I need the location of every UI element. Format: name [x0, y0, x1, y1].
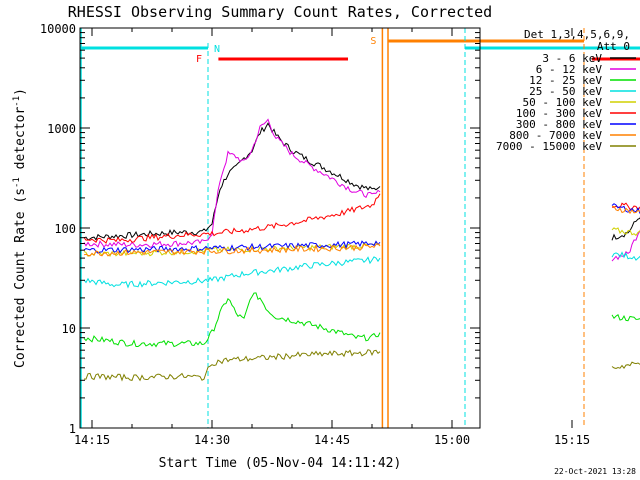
- legend-entry: 3 - 6 keV: [542, 52, 602, 65]
- series-5: [83, 193, 640, 244]
- legend-entry: 25 - 50 keV: [529, 85, 602, 98]
- generation-timestamp: 22-Oct-2021 13:28: [554, 467, 636, 476]
- series-line: [83, 349, 381, 382]
- legend-entry: 12 - 25 keV: [529, 74, 602, 87]
- series-3: [83, 251, 640, 289]
- y-tick-label: 100: [54, 222, 76, 236]
- series-6: [83, 203, 640, 254]
- plot-frame: [79, 27, 481, 429]
- series-4: [83, 227, 640, 258]
- legend-entry: 7000 - 15000 keV: [496, 140, 602, 153]
- x-tick-label: 14:30: [194, 433, 230, 447]
- x-axis-label: Start Time (05-Nov-04 14:11:42): [159, 456, 402, 471]
- series-7: [83, 205, 640, 257]
- legend-entry: 100 - 300 keV: [516, 107, 602, 120]
- annotation-f-label: F: [196, 54, 202, 65]
- series-1: [83, 118, 640, 262]
- series-line: [83, 241, 381, 258]
- series-0: [83, 122, 640, 241]
- y-tick-label: 10000: [40, 22, 76, 36]
- series-line: [83, 240, 381, 254]
- series-line: [83, 256, 381, 289]
- annotation-s-label: S: [370, 36, 376, 47]
- axis-layer: 14:1514:3014:4515:0015:1515:3015:4511010…: [40, 22, 590, 447]
- series-8: [83, 349, 640, 382]
- y-tick-label: 1: [69, 422, 76, 436]
- y-axis-label: Corrected Count Rate (s-1 detector-1): [12, 88, 28, 368]
- series-line: [83, 122, 381, 241]
- annotation-n-label: N: [214, 44, 220, 55]
- series-line: [611, 361, 640, 370]
- series-line: [83, 243, 381, 257]
- legend-entry: 300 - 800 keV: [516, 118, 602, 131]
- x-tick-label: 15:15: [554, 433, 590, 447]
- legend-entry: 50 - 100 keV: [523, 96, 603, 109]
- x-tick-label: 14:15: [74, 433, 110, 447]
- series-line: [611, 227, 640, 237]
- series-line: [83, 118, 381, 248]
- series-line: [83, 193, 381, 244]
- legend-header-line2: Att 0: [597, 40, 630, 53]
- x-tick-label: 14:45: [314, 433, 350, 447]
- x-tick-label: 15:00: [434, 433, 470, 447]
- legend-entry: 800 - 7000 keV: [509, 129, 602, 142]
- series-line: [611, 202, 640, 211]
- chart-title: RHESSI Observing Summary Count Rates, Co…: [68, 3, 492, 21]
- y-tick-label: 1000: [47, 122, 76, 136]
- legend-entry: 6 - 12 keV: [536, 63, 603, 76]
- legend-header-line1: Det 1,3,4,5,6,9,: [524, 28, 630, 41]
- series-line: [83, 292, 381, 348]
- series-line: [611, 216, 640, 241]
- series-line: [611, 314, 640, 322]
- y-tick-label: 10: [62, 322, 76, 336]
- data-layer: N F S: [80, 28, 640, 428]
- series-2: [83, 292, 640, 348]
